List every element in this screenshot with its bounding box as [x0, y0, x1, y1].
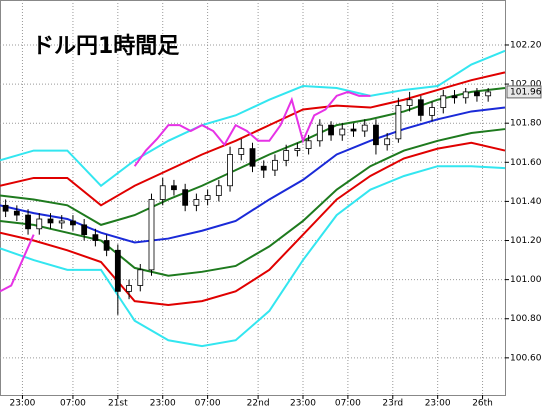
- x-tick-label: 23:00: [425, 399, 451, 409]
- candle-body: [148, 199, 155, 271]
- candle-body: [204, 195, 211, 200]
- candle-body: [350, 128, 357, 132]
- candle-body: [25, 214, 31, 230]
- x-tick-label: 07:00: [335, 399, 361, 409]
- candle-body: [260, 165, 267, 171]
- band-line: [0, 49, 506, 188]
- candle-body: [305, 140, 312, 150]
- x-tick-label: 23rd: [382, 399, 403, 409]
- x-tick-label: 07:00: [195, 399, 221, 409]
- x-tick-label: 22nd: [247, 399, 270, 409]
- y-tick-label: 101.60: [510, 158, 542, 168]
- candle-body: [462, 91, 469, 99]
- price-label: 101.96: [510, 87, 542, 97]
- x-tick-label: 07:00: [60, 399, 86, 409]
- candle-body: [406, 99, 413, 106]
- candle-body: [249, 148, 256, 167]
- candle-body: [272, 159, 278, 171]
- candle-body: [13, 210, 20, 216]
- candle-body: [451, 95, 458, 99]
- candle-body: [429, 107, 435, 116]
- candle-body: [294, 148, 301, 151]
- candle-body: [328, 124, 334, 136]
- candle-body: [440, 95, 447, 108]
- candle-body: [126, 285, 132, 292]
- plot-frame: [0, 0, 506, 396]
- candle-body: [384, 138, 391, 146]
- x-tick-label: 23:00: [290, 399, 316, 409]
- candle-body: [283, 150, 290, 161]
- candle-body: [92, 234, 99, 241]
- x-tick-label: 23:00: [9, 399, 35, 409]
- candles: [2, 87, 492, 315]
- candle-body: [58, 220, 65, 224]
- y-tick-label: 102.00: [510, 80, 542, 90]
- candle-body: [238, 148, 245, 155]
- candle-body: [361, 124, 368, 132]
- candle-body: [47, 218, 54, 224]
- y-tick-label: 100.60: [510, 353, 542, 363]
- candle-body: [227, 154, 233, 187]
- candle-body: [2, 204, 9, 212]
- band-line: [0, 90, 371, 293]
- candle-body: [339, 128, 346, 136]
- candle-body: [182, 189, 189, 206]
- candle-body: [417, 99, 424, 116]
- candle-body: [395, 105, 402, 140]
- y-tick-label: 102.20: [510, 40, 542, 50]
- candle-body: [215, 185, 222, 196]
- candle-body: [137, 269, 144, 286]
- x-tick-label: 26th: [472, 399, 493, 409]
- candle-body: [70, 220, 76, 226]
- x-tick-label: 23:00: [150, 399, 176, 409]
- y-tick-label: 101.00: [510, 275, 542, 285]
- y-tick-label: 101.40: [510, 197, 542, 207]
- candle-body: [103, 240, 110, 251]
- candle-body: [81, 224, 88, 236]
- y-tick-label: 100.80: [510, 314, 542, 324]
- axes: 100.60 100.80 101.00 101.20 101.40 101.60 101.…: [9, 40, 541, 408]
- price-box: [506, 85, 542, 99]
- candle-body: [474, 91, 480, 97]
- candle-body: [159, 185, 166, 200]
- candle-body: [485, 91, 492, 97]
- candle-body: [114, 249, 121, 292]
- candle-body: [171, 185, 177, 191]
- y-tick-label: 101.20: [510, 236, 542, 246]
- candle-body: [193, 199, 200, 206]
- band-line: [0, 165, 506, 348]
- candle-body: [36, 218, 43, 230]
- candle-body: [373, 124, 379, 146]
- band-line: [0, 141, 506, 307]
- band-line: [0, 71, 506, 207]
- y-tick-label: 101.80: [510, 119, 542, 129]
- x-tick-label: 21st: [108, 399, 128, 409]
- chart-title: ドル円1時間足: [32, 34, 179, 59]
- candle-body: [316, 124, 323, 142]
